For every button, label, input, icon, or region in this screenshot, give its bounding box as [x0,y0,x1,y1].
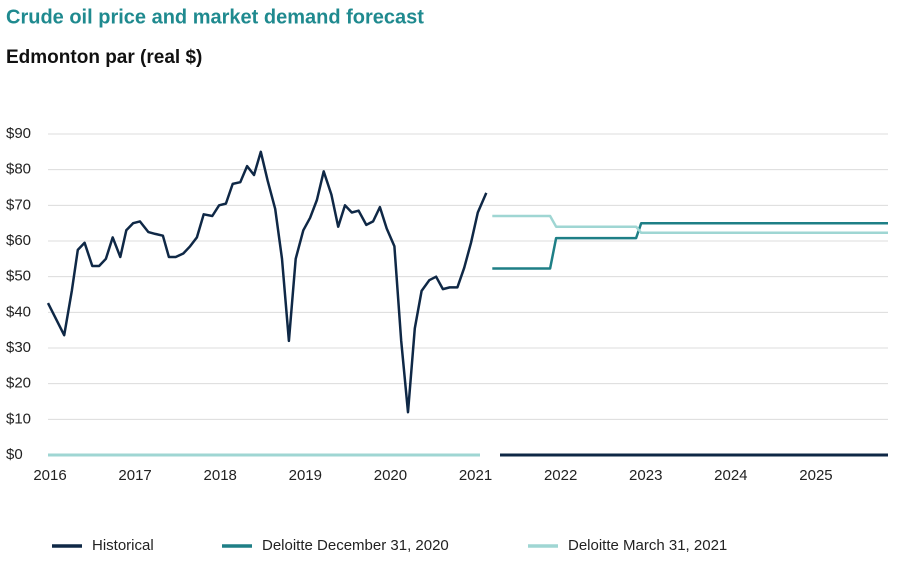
x-tick-label: 2018 [204,467,237,484]
y-tick-label: $10 [6,410,31,427]
y-tick-label: $0 [6,446,23,463]
x-tick-label: 2022 [544,467,577,484]
x-tick-label: 2017 [118,467,151,484]
x-tick-label: 2025 [799,467,832,484]
y-tick-label: $40 [6,303,31,320]
x-tick-label: 2016 [33,467,66,484]
chart-subtitle: Edmonton par (real $) [6,47,202,68]
y-tick-label: $80 [6,161,31,178]
y-tick-label: $60 [6,232,31,249]
x-tick-label: 2020 [374,467,407,484]
series-line [492,214,888,235]
x-tick-label: 2019 [289,467,322,484]
series-line [46,150,488,414]
x-tick-label: 2023 [629,467,662,484]
legend-label: Deloitte March 31, 2021 [568,537,727,554]
legend-label: Historical [92,537,154,554]
series-line [492,221,888,270]
y-tick-label: $50 [6,268,31,285]
x-tick-label: 2024 [714,467,747,484]
x-tick-label: 2021 [459,467,492,484]
y-tick-label: $20 [6,375,31,392]
y-tick-label: $90 [6,125,31,142]
y-tick-label: $70 [6,196,31,213]
y-tick-label: $30 [6,339,31,356]
chart-title: Crude oil price and market demand foreca… [6,6,424,28]
legend-label: Deloitte December 31, 2020 [262,537,449,554]
